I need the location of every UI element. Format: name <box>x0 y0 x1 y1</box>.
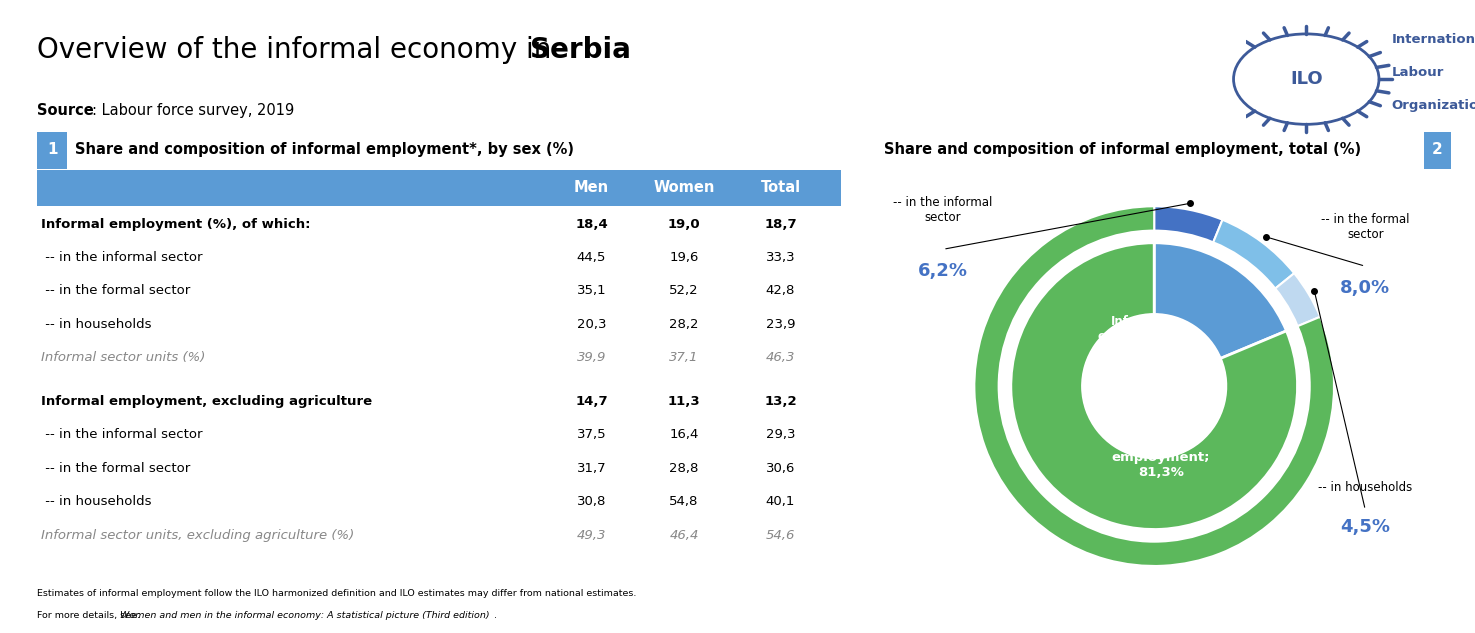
Text: Men: Men <box>574 180 609 195</box>
Text: 46,3: 46,3 <box>766 351 795 365</box>
Text: 40,1: 40,1 <box>766 496 795 508</box>
Wedge shape <box>1010 243 1298 529</box>
FancyBboxPatch shape <box>37 170 841 206</box>
Text: 46,4: 46,4 <box>670 529 699 542</box>
Text: Total: Total <box>761 180 801 195</box>
Text: 33,3: 33,3 <box>766 251 795 264</box>
Text: Serbia: Serbia <box>530 36 631 64</box>
Text: -- in the formal
sector: -- in the formal sector <box>1322 213 1410 241</box>
Text: Share and composition of informal employment, total (%): Share and composition of informal employ… <box>884 142 1361 157</box>
Text: 28,2: 28,2 <box>670 318 699 331</box>
FancyBboxPatch shape <box>37 132 68 169</box>
FancyBboxPatch shape <box>1423 132 1451 169</box>
Text: 19,6: 19,6 <box>670 251 699 264</box>
Text: Organization: Organization <box>1392 99 1475 112</box>
Text: 8,0%: 8,0% <box>1341 279 1391 298</box>
Text: 14,7: 14,7 <box>575 395 608 408</box>
Text: 44,5: 44,5 <box>577 251 606 264</box>
Text: 6,2%: 6,2% <box>917 263 968 280</box>
Text: -- in the informal
sector: -- in the informal sector <box>894 196 993 224</box>
Text: 4,5%: 4,5% <box>1341 518 1391 536</box>
Text: -- in the informal sector: -- in the informal sector <box>41 429 202 441</box>
Text: -- in the informal sector: -- in the informal sector <box>41 251 202 264</box>
Text: 35,1: 35,1 <box>577 284 606 298</box>
Text: International: International <box>1392 33 1475 46</box>
Wedge shape <box>1274 273 1320 327</box>
Text: -- in households: -- in households <box>41 496 152 508</box>
Wedge shape <box>1155 206 1223 244</box>
Text: .: . <box>494 611 497 620</box>
Text: For more details, see:: For more details, see: <box>37 611 143 620</box>
Text: 54,8: 54,8 <box>670 496 699 508</box>
Text: Source: Source <box>37 103 93 118</box>
Text: : Labour force survey, 2019: : Labour force survey, 2019 <box>91 103 295 118</box>
Text: -- in the formal sector: -- in the formal sector <box>41 284 190 298</box>
Text: 18,7: 18,7 <box>764 218 797 230</box>
Text: 18,4: 18,4 <box>575 218 608 230</box>
Text: Estimates of informal employment follow the ILO harmonized definition and ILO es: Estimates of informal employment follow … <box>37 589 636 598</box>
Text: Share and composition of informal employment*, by sex (%): Share and composition of informal employ… <box>75 142 574 157</box>
Text: 30,6: 30,6 <box>766 462 795 475</box>
Text: Formal
employment;
81,3%: Formal employment; 81,3% <box>1112 436 1210 479</box>
Text: 1: 1 <box>47 142 58 157</box>
Text: -- in households: -- in households <box>41 318 152 331</box>
Text: 13,2: 13,2 <box>764 395 797 408</box>
Text: 54,6: 54,6 <box>766 529 795 542</box>
Text: 2: 2 <box>1432 142 1443 157</box>
Text: Labour: Labour <box>1392 66 1444 79</box>
Text: 16,4: 16,4 <box>670 429 699 441</box>
Text: 28,8: 28,8 <box>670 462 699 475</box>
Text: 52,2: 52,2 <box>670 284 699 298</box>
Text: 23,9: 23,9 <box>766 318 795 331</box>
Text: -- in households: -- in households <box>1319 481 1413 494</box>
Text: Overview of the informal economy in: Overview of the informal economy in <box>37 36 560 64</box>
Text: 20,3: 20,3 <box>577 318 606 331</box>
Text: Women: Women <box>653 180 715 195</box>
Wedge shape <box>1155 243 1286 358</box>
Text: Women and men in the informal economy: A statistical picture (Third edition): Women and men in the informal economy: A… <box>121 611 490 620</box>
Text: 11,3: 11,3 <box>668 395 701 408</box>
Text: Informal employment, excluding agriculture: Informal employment, excluding agricultu… <box>41 395 372 408</box>
Text: 49,3: 49,3 <box>577 529 606 542</box>
Wedge shape <box>1212 220 1294 290</box>
Text: 30,8: 30,8 <box>577 496 606 508</box>
Text: Informal sector units, excluding agriculture (%): Informal sector units, excluding agricul… <box>41 529 354 542</box>
Text: 29,3: 29,3 <box>766 429 795 441</box>
Text: 19,0: 19,0 <box>668 218 701 230</box>
Text: Informal
employment
18,7%: Informal employment 18,7% <box>1097 315 1180 358</box>
Text: 39,9: 39,9 <box>577 351 606 365</box>
Text: 31,7: 31,7 <box>577 462 606 475</box>
Text: 37,1: 37,1 <box>670 351 699 365</box>
Text: Informal sector units (%): Informal sector units (%) <box>41 351 205 365</box>
Text: 42,8: 42,8 <box>766 284 795 298</box>
Text: ILO: ILO <box>1291 70 1323 88</box>
Text: Informal employment (%), of which:: Informal employment (%), of which: <box>41 218 310 230</box>
Wedge shape <box>975 206 1333 566</box>
Text: 37,5: 37,5 <box>577 429 606 441</box>
Circle shape <box>1083 315 1226 458</box>
Text: -- in the formal sector: -- in the formal sector <box>41 462 190 475</box>
